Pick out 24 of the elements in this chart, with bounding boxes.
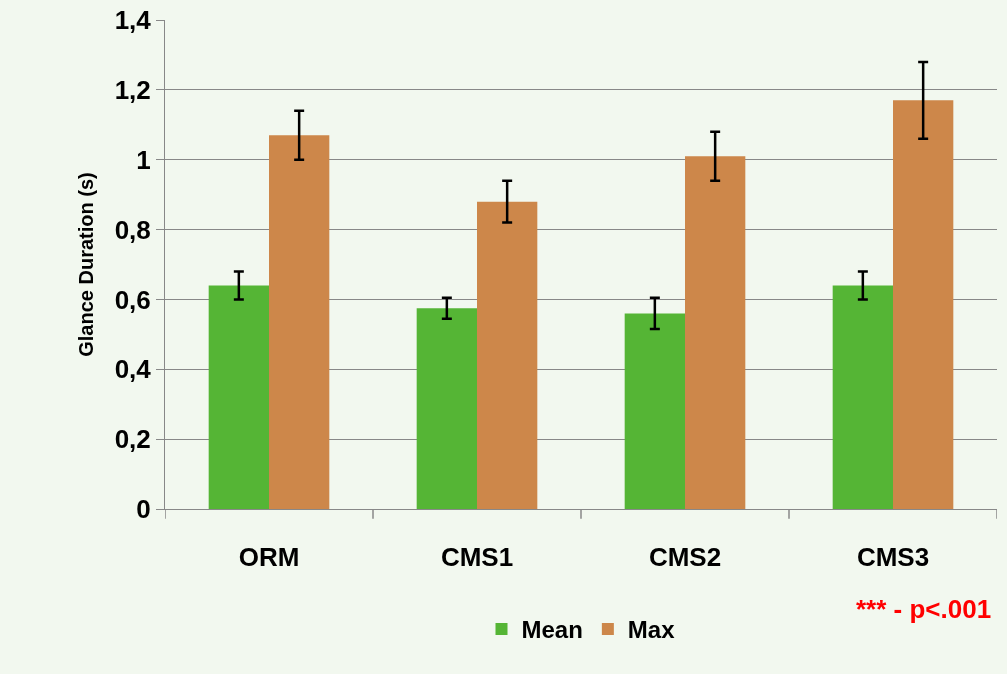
y-tick-label: 1,4	[114, 5, 152, 36]
bar	[269, 135, 330, 509]
x-tick-label: CMS3	[856, 542, 930, 573]
y-tick-label: 0,8	[114, 214, 151, 245]
bar	[832, 285, 893, 509]
bar	[416, 308, 477, 509]
x-tick-label: ORM	[238, 542, 300, 573]
x-tick-label: CMS2	[648, 542, 722, 573]
legend-label: Max	[627, 616, 676, 644]
legend-label: Mean	[521, 616, 583, 644]
x-tick-label: CMS1	[440, 542, 514, 573]
bar	[893, 100, 954, 509]
y-tick-label: 0,2	[114, 424, 151, 455]
y-tick-label: 0	[136, 494, 151, 525]
y-tick-label: 0,4	[114, 354, 152, 385]
y-tick-label: 0,6	[114, 284, 151, 315]
text: *** - p<.001	[856, 594, 992, 624]
bar	[208, 285, 269, 509]
y-axis-title: Glance Duration (s)	[75, 172, 98, 357]
bar	[685, 156, 746, 509]
bar	[477, 201, 538, 509]
y-tick-label: 1,2	[114, 74, 151, 105]
y-tick-label: 1	[136, 144, 151, 175]
bar	[624, 313, 685, 509]
